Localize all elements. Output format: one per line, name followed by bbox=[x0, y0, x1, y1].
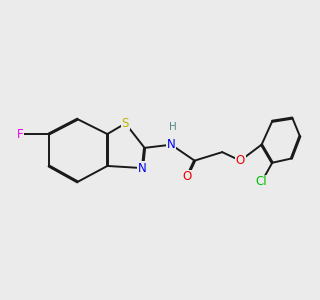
Text: N: N bbox=[167, 138, 176, 151]
Text: F: F bbox=[17, 128, 23, 140]
Text: H: H bbox=[169, 122, 177, 132]
Text: N: N bbox=[138, 162, 147, 175]
Text: S: S bbox=[122, 117, 129, 130]
Text: O: O bbox=[236, 154, 245, 167]
Text: Cl: Cl bbox=[256, 176, 268, 188]
Text: O: O bbox=[182, 170, 192, 183]
